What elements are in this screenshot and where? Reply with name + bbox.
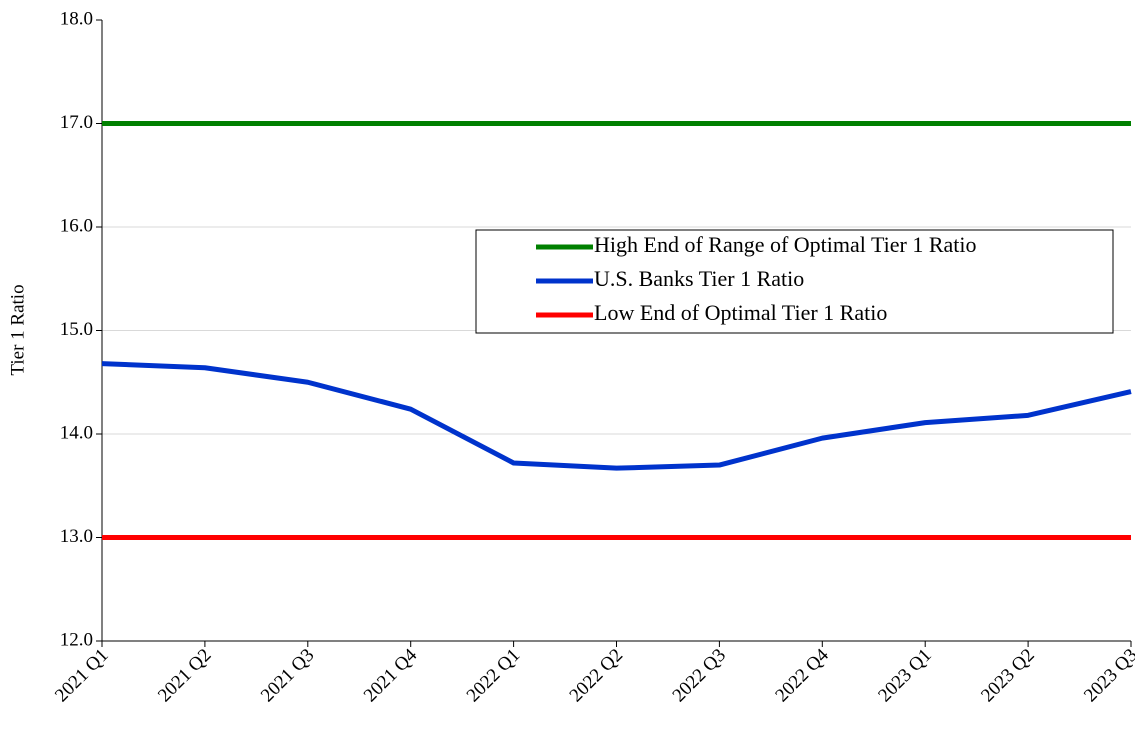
x-tick-label: 2022 Q2 xyxy=(566,645,628,707)
y-tick-label: 14.0 xyxy=(60,422,93,443)
y-tick-label: 12.0 xyxy=(60,629,93,650)
y-tick-label: 15.0 xyxy=(60,319,93,340)
x-tick-label: 2021 Q3 xyxy=(257,645,319,707)
legend-label: U.S. Banks Tier 1 Ratio xyxy=(594,266,804,291)
x-tick-label: 2021 Q2 xyxy=(154,645,216,707)
x-tick-label: 2021 Q1 xyxy=(51,645,113,707)
y-tick-label: 16.0 xyxy=(60,215,93,236)
x-tick-label: 2021 Q4 xyxy=(360,644,422,706)
y-tick-label: 18.0 xyxy=(60,8,93,29)
y-tick-label: 13.0 xyxy=(60,526,93,547)
x-tick-label: 2023 Q2 xyxy=(977,645,1039,707)
x-tick-label: 2022 Q4 xyxy=(771,644,833,706)
y-tick-label: 17.0 xyxy=(60,112,93,133)
x-tick-label: 2023 Q3 xyxy=(1080,645,1135,707)
y-axis-label: Tier 1 Ratio xyxy=(7,284,28,375)
x-tick-label: 2022 Q3 xyxy=(669,645,731,707)
x-tick-label: 2022 Q1 xyxy=(463,645,525,707)
legend-label: Low End of Optimal Tier 1 Ratio xyxy=(594,300,887,325)
series-line xyxy=(101,361,1132,471)
legend-label: High End of Range of Optimal Tier 1 Rati… xyxy=(594,232,977,257)
x-tick-label: 2023 Q1 xyxy=(874,645,936,707)
